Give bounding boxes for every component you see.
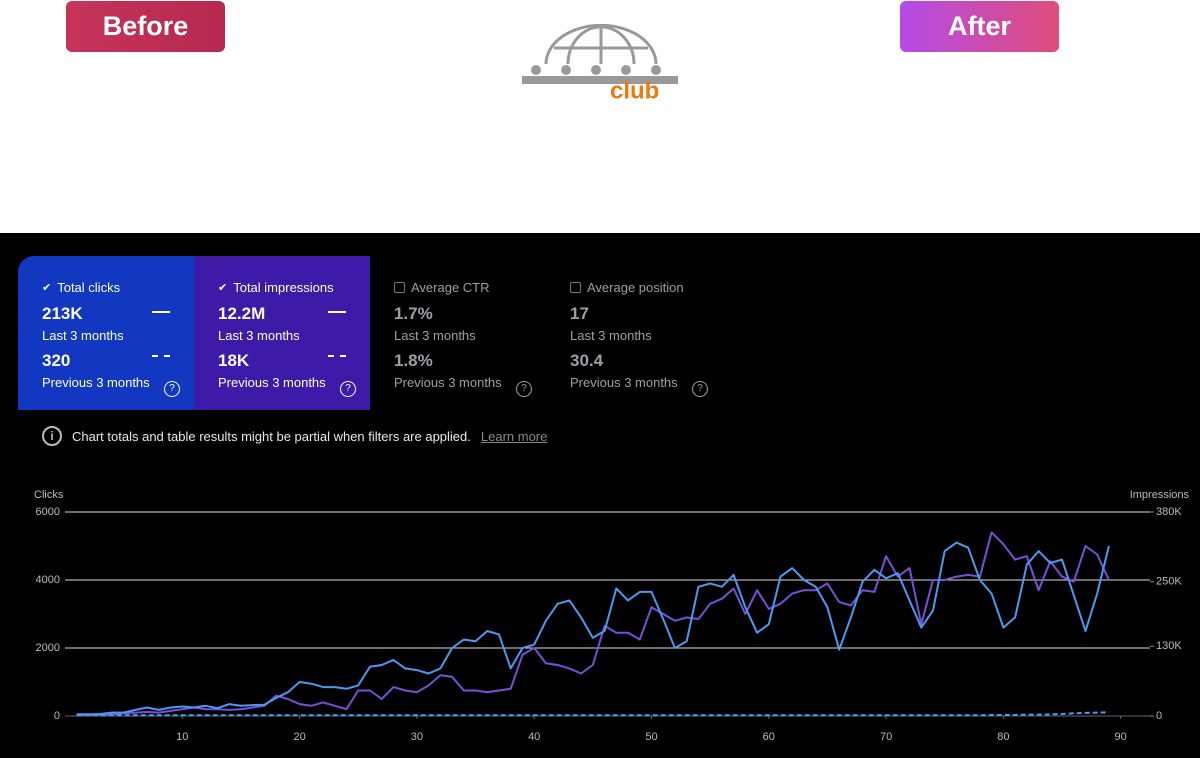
metric-prev-period: Previous 3 months	[42, 375, 150, 390]
x-tick-label: 60	[763, 731, 775, 743]
metric-prev-value: 18K	[218, 351, 250, 370]
y2-tick-label: 0	[1156, 710, 1162, 722]
metric-title: ✔ Total impressions	[218, 279, 334, 295]
metric-period: Last 3 months	[394, 328, 476, 343]
y2-axis-label: Impressions	[1130, 489, 1190, 501]
metric-prev-period: Previous 3 months	[394, 375, 502, 390]
metric-value: 1.7%	[394, 304, 433, 323]
metric-prev-period: Previous 3 months	[218, 375, 326, 390]
metric-prev-period: Previous 3 months	[570, 375, 678, 390]
metric-title-text: Average CTR	[411, 279, 490, 295]
y-tick-label: 4000	[36, 574, 60, 586]
metric-value: 213K	[42, 304, 83, 323]
x-tick-label: 30	[411, 731, 423, 743]
metric-prev-value: 1.8%	[394, 351, 433, 370]
legend-dashed	[328, 355, 346, 357]
learn-more-link[interactable]: Learn more	[480, 428, 548, 444]
metric-title: Average position	[570, 279, 722, 295]
help-icon[interactable]: ?	[692, 381, 708, 397]
x-tick-label: 80	[997, 731, 1009, 743]
x-tick-label: 40	[528, 731, 540, 743]
x-tick-label: 70	[880, 731, 892, 743]
help-icon[interactable]: ?	[340, 381, 356, 397]
metric-title: ✔ Total clicks	[42, 279, 121, 295]
x-tick-label: 20	[293, 731, 305, 743]
y-tick-label: 2000	[36, 642, 60, 654]
metric-title-text: Total clicks	[57, 279, 121, 295]
metric-title-text: Total impressions	[233, 279, 334, 295]
previous-line	[76, 711, 1109, 717]
metric-card[interactable]: Average position 17 Last 3 months 30.4 P…	[546, 256, 722, 410]
metric-period: Last 3 months	[570, 328, 652, 343]
legend-solid	[328, 311, 346, 313]
info-icon: i	[42, 426, 62, 446]
after-button[interactable]: After	[900, 1, 1059, 52]
series-line	[76, 531, 1110, 716]
help-icon[interactable]: ?	[516, 381, 532, 397]
x-tick-label: 10	[176, 731, 188, 743]
series-line	[76, 541, 1110, 716]
metric-title: Average CTR	[394, 279, 546, 295]
metric-title-text: Average position	[587, 279, 684, 295]
metric-period: Last 3 months	[42, 328, 124, 343]
legend-dashed	[152, 355, 170, 357]
metric-card[interactable]: ✔ Total clicks 213K Last 3 months 320 Pre…	[18, 256, 194, 410]
x-tick-label: 50	[645, 731, 657, 743]
metric-prev-value: 320	[42, 351, 71, 370]
y2-tick-label: 130K	[1156, 640, 1182, 652]
legend-solid	[152, 311, 170, 313]
metric-card[interactable]: Average CTR 1.7% Last 3 months 1.8% Prev…	[370, 256, 546, 410]
metric-value: 12.2M	[218, 304, 266, 323]
y-axis-label: Clicks	[34, 489, 64, 501]
metric-prev-value: 30.4	[570, 351, 604, 370]
notice: i Chart totals and table results might be…	[42, 426, 547, 446]
metric-period: Last 3 months	[218, 328, 300, 343]
before-button[interactable]: Before	[66, 1, 225, 52]
y2-tick-label: 380K	[1156, 506, 1182, 518]
logo-text: club	[610, 77, 659, 104]
logo: club	[522, 24, 678, 104]
metric-value: 17	[570, 304, 589, 323]
notice-text: Chart totals and table results might be …	[72, 428, 471, 444]
y2-tick-label: 250K	[1156, 576, 1182, 588]
metric-card[interactable]: ✔ Total impressions 12.2M Last 3 months 1…	[194, 256, 370, 410]
y-tick-label: 0	[54, 710, 60, 722]
y-tick-label: 6000	[36, 506, 60, 518]
help-icon[interactable]: ?	[164, 381, 180, 397]
x-tick-label: 90	[1115, 731, 1127, 743]
